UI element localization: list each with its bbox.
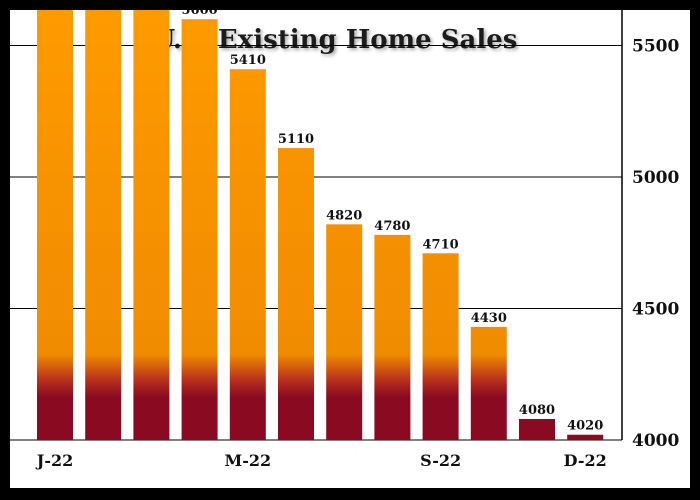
value-label: 4780 <box>374 219 410 234</box>
bar <box>278 148 314 440</box>
value-labels: 6490593057505600541051104820478047104430… <box>182 10 604 434</box>
bars <box>37 10 604 441</box>
chart-frame: U.S. Existing Home Sales 649059305750560… <box>10 10 690 488</box>
x-axis-ticks: J-22 M-22 S-22 D-22 <box>35 451 607 470</box>
value-label: 4710 <box>423 237 459 252</box>
bar <box>133 10 170 440</box>
value-label: 5600 <box>182 10 218 18</box>
x-tick-label: S-22 <box>420 451 461 470</box>
bar <box>567 434 604 440</box>
x-tick-label: D-22 <box>564 451 607 470</box>
y-tick-label: 4500 <box>632 300 679 320</box>
y-axis-ticks: 400045005000550060006500 <box>632 37 679 452</box>
bar <box>326 224 363 440</box>
y-tick-label: 4000 <box>632 431 679 451</box>
x-tick-label: J-22 <box>35 451 73 470</box>
y-tick-label: 5500 <box>632 37 679 57</box>
x-tick-label: M-22 <box>224 451 271 470</box>
bar <box>181 19 218 440</box>
value-label: 5410 <box>230 53 266 68</box>
value-label: 4430 <box>471 311 507 326</box>
bar <box>37 10 73 440</box>
value-label: 4820 <box>326 208 362 223</box>
bar <box>470 326 507 440</box>
bar <box>519 418 555 440</box>
bar <box>422 253 459 440</box>
value-label: 4080 <box>519 403 555 418</box>
value-label: 4020 <box>567 419 603 434</box>
bar <box>85 10 122 440</box>
y-tick-label: 5000 <box>632 168 679 188</box>
bar <box>374 234 411 440</box>
value-label: 5110 <box>278 132 314 147</box>
bar <box>229 69 266 441</box>
bar-chart: U.S. Existing Home Sales 649059305750560… <box>10 10 679 470</box>
